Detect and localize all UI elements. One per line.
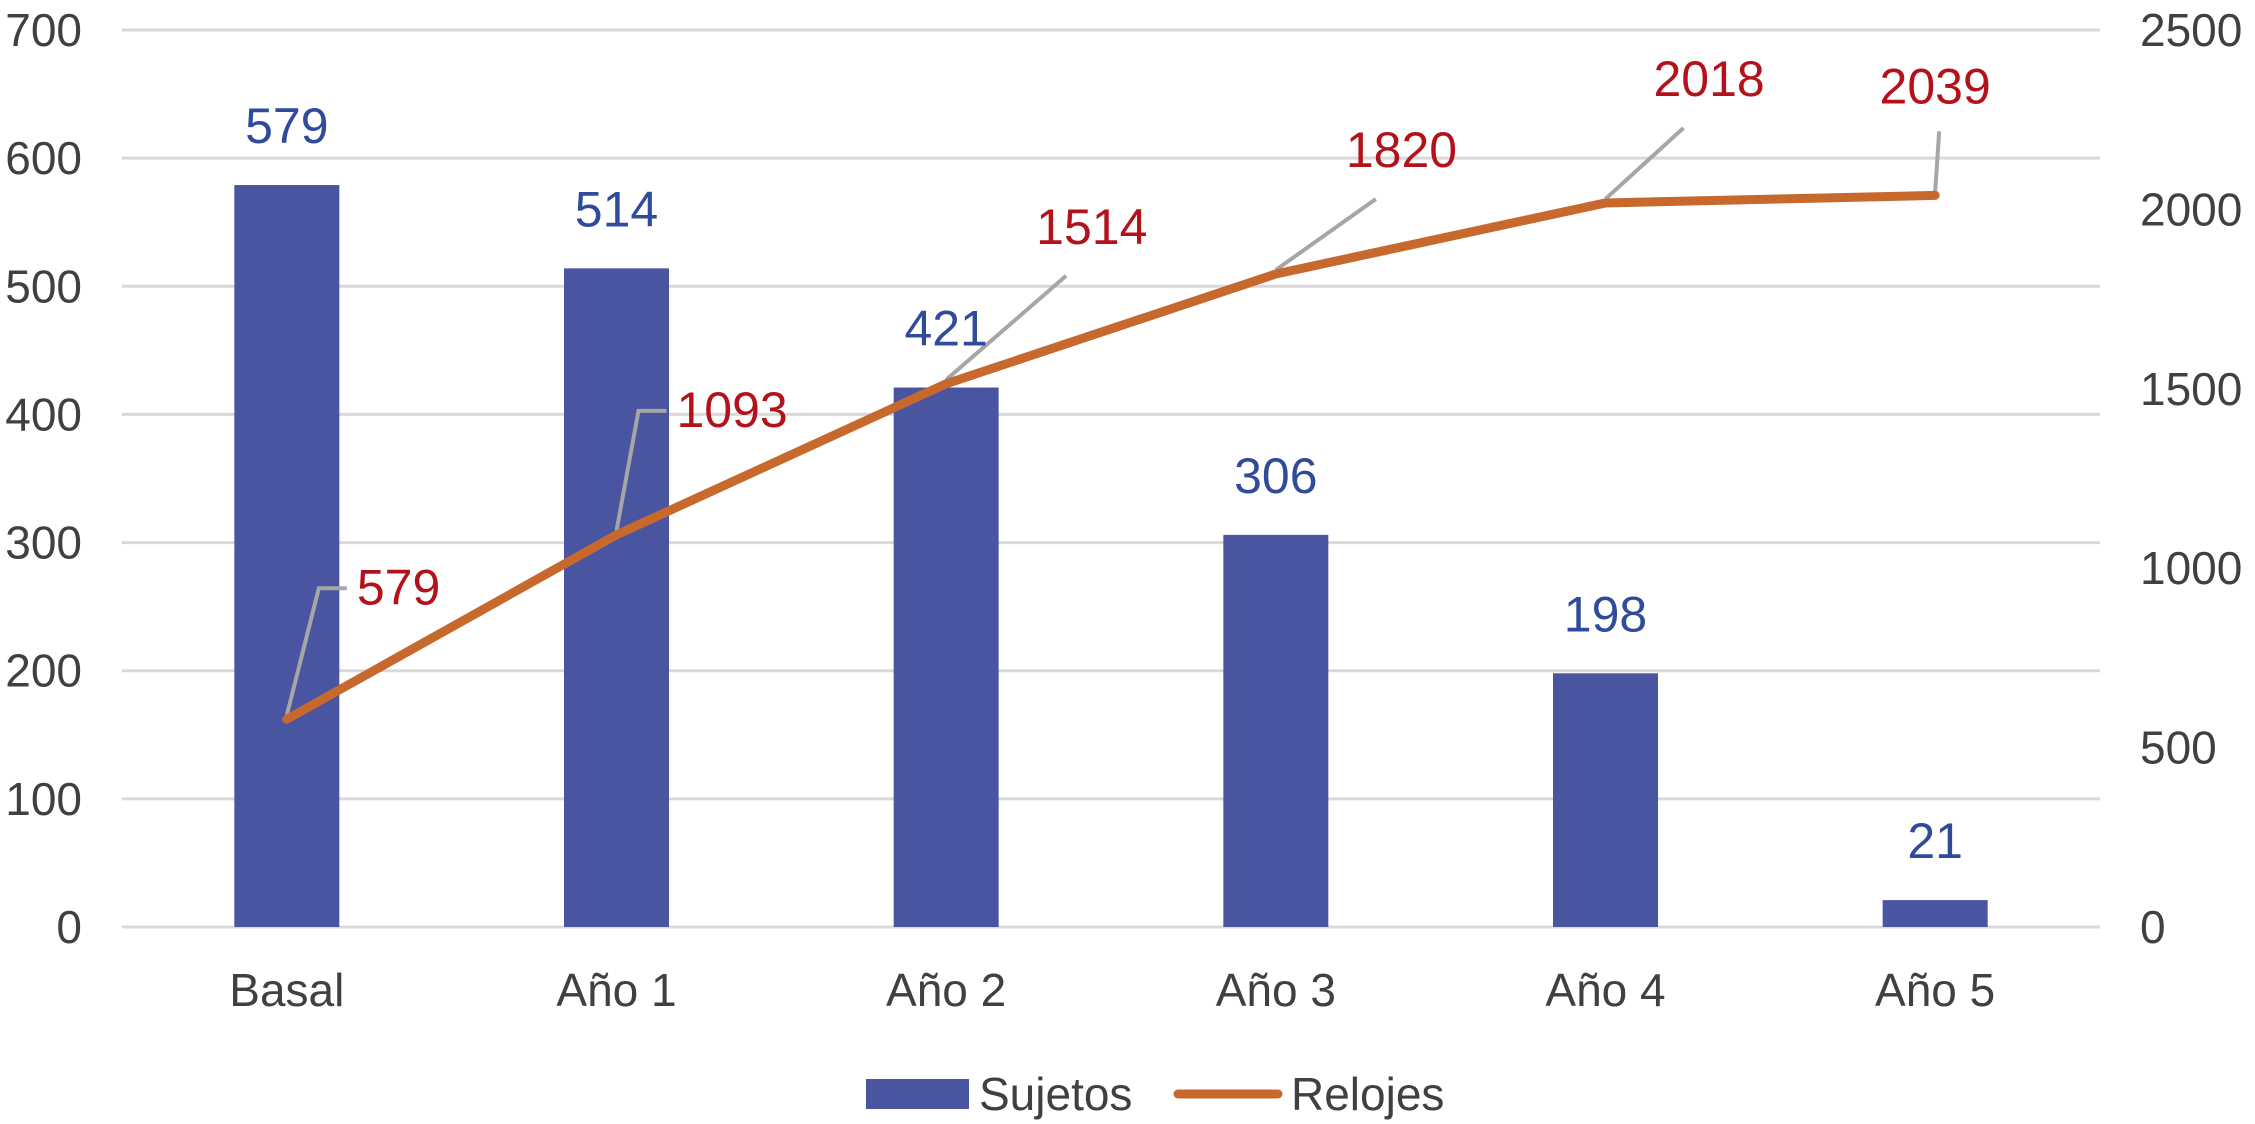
right-axis-ticks: 0 500 1000 1500 2000 2500 <box>2140 4 2242 953</box>
category-label: Año 3 <box>1216 964 1336 1016</box>
legend-label-sujetos: Sujetos <box>979 1068 1132 1120</box>
bar <box>564 268 669 927</box>
bar-data-label: 198 <box>1564 586 1647 642</box>
line-data-label: 2018 <box>1654 51 1765 107</box>
line-point <box>942 379 951 388</box>
legend-label-relojes: Relojes <box>1291 1068 1444 1120</box>
left-tick-label: 700 <box>5 4 82 56</box>
category-labels: Basal Año 1 Año 2 Año 3 Año 4 Año 5 <box>229 964 1995 1016</box>
gridlines <box>122 28 2100 929</box>
bar <box>1553 673 1658 927</box>
bar <box>1882 900 1988 927</box>
legend: Sujetos Relojes <box>866 1068 1444 1120</box>
bar <box>1223 534 1329 927</box>
line-point <box>1271 269 1280 278</box>
right-tick-label: 2000 <box>2140 183 2242 235</box>
left-tick-label: 200 <box>5 645 82 697</box>
category-label: Basal <box>229 964 344 1016</box>
bar-data-label: 421 <box>904 301 987 357</box>
line-data-labels: 579 1093 1514 1820 2018 2039 <box>357 51 1991 615</box>
series-line <box>282 190 1940 724</box>
leader-line <box>614 408 667 532</box>
right-tick-label: 2500 <box>2140 4 2242 56</box>
legend-swatch-sujetos <box>866 1079 969 1109</box>
right-tick-label: 500 <box>2140 722 2217 774</box>
category-label: Año 5 <box>1875 964 1995 1016</box>
category-label: Año 1 <box>556 964 676 1016</box>
right-tick-label: 1000 <box>2140 542 2242 594</box>
line-point <box>282 715 291 724</box>
bar-data-label: 579 <box>245 98 328 154</box>
leader-line <box>284 586 347 716</box>
line-point <box>1931 191 1940 200</box>
line-data-label: 1820 <box>1346 122 1457 178</box>
bar-data-label: 21 <box>1907 813 1963 869</box>
line-data-label: 579 <box>357 559 440 615</box>
line-point <box>1601 198 1610 207</box>
leader-line <box>1604 126 1685 201</box>
line-data-label: 1514 <box>1036 199 1147 255</box>
bar-data-label: 514 <box>575 181 658 237</box>
bar <box>893 387 999 928</box>
left-tick-label: 300 <box>5 517 82 569</box>
left-tick-label: 0 <box>56 901 82 953</box>
left-tick-label: 500 <box>5 260 82 312</box>
category-label: Año 2 <box>886 964 1006 1016</box>
leader-line <box>1274 197 1377 272</box>
line-series <box>282 190 1940 724</box>
bar <box>234 185 340 927</box>
line-data-label: 1093 <box>677 382 788 438</box>
category-label: Año 4 <box>1545 964 1665 1016</box>
left-axis-ticks: 0 100 200 300 400 500 600 700 <box>5 4 82 953</box>
leader-line <box>1933 131 1942 192</box>
bar-series <box>234 185 1988 928</box>
leader-lines <box>284 126 1942 716</box>
right-tick-label: 1500 <box>2140 363 2242 415</box>
line-data-label: 2039 <box>1880 58 1991 114</box>
leader-line <box>944 274 1068 382</box>
bar-data-labels: 579 514 421 306 198 21 <box>245 98 1963 869</box>
left-tick-label: 100 <box>5 773 82 825</box>
bar-data-label: 306 <box>1234 448 1317 504</box>
left-tick-label: 400 <box>5 388 82 440</box>
line-point <box>612 530 621 539</box>
right-tick-label: 0 <box>2140 901 2166 953</box>
left-tick-label: 600 <box>5 132 82 184</box>
